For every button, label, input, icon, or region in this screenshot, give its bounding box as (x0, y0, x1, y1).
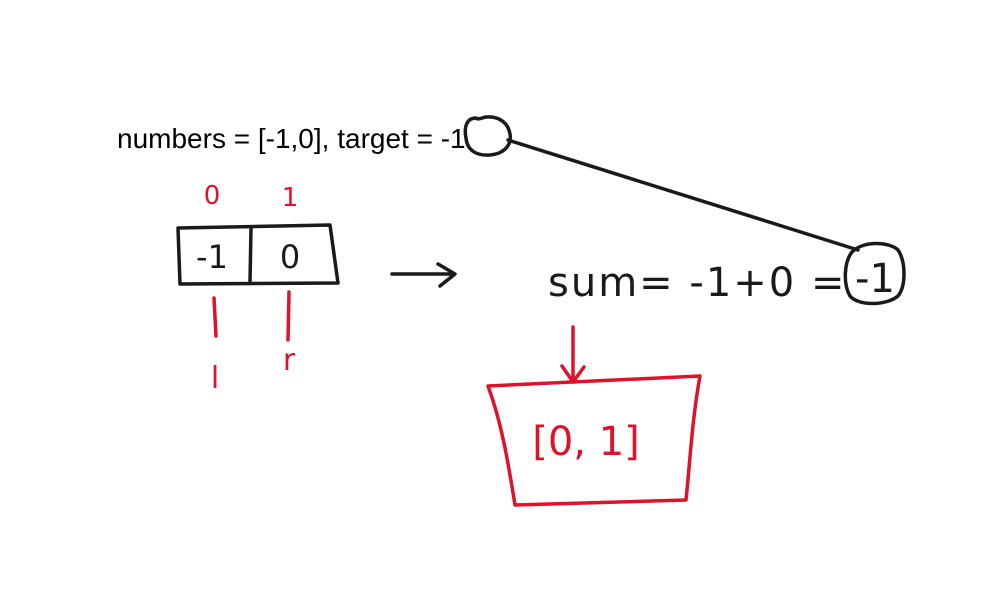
array-outline (176, 223, 340, 286)
output-value: [0, 1] (532, 419, 640, 465)
array-value-1: 0 (280, 238, 300, 276)
result-circle (843, 241, 906, 306)
right-arrow (390, 262, 457, 288)
sum-result: -1 (855, 256, 895, 302)
index-label-1: 1 (282, 183, 299, 213)
down-arrow (560, 325, 586, 384)
problem-statement: numbers = [-1,0], target = -1 (117, 123, 466, 154)
pointer-line-r (286, 290, 291, 342)
array-divider (248, 226, 253, 285)
array-value-0: -1 (196, 238, 228, 276)
index-label-0: 0 (204, 181, 221, 211)
sum-expression: sum= -1+0 = (548, 260, 846, 306)
connector-line (506, 138, 860, 252)
output-box (486, 374, 702, 507)
pointer-label-r: r (283, 343, 296, 378)
target-circle (463, 115, 512, 157)
pointer-label-l: l (211, 361, 219, 396)
pointer-line-l (212, 296, 218, 338)
